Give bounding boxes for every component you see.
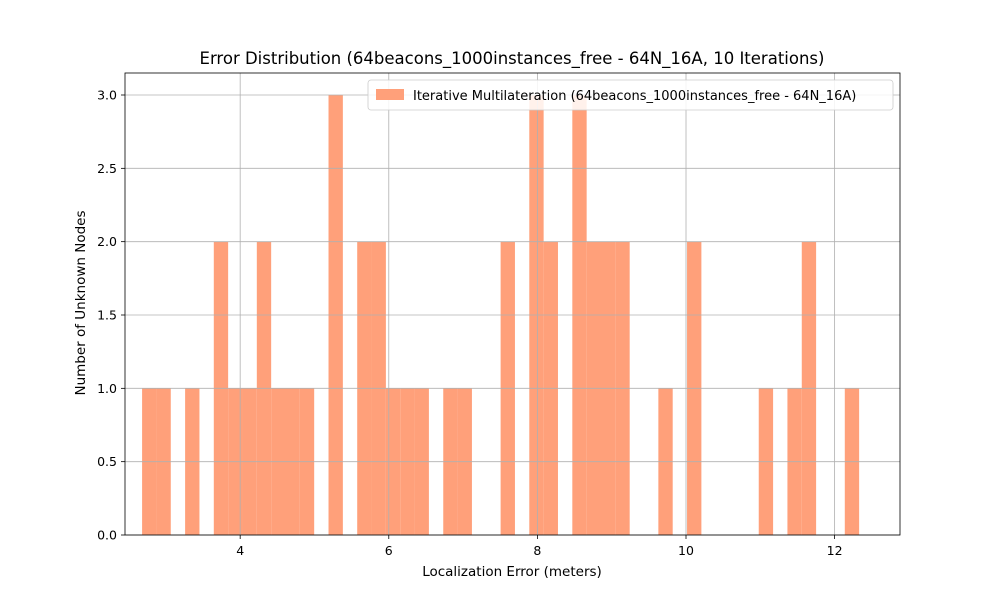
x-tick-label: 6: [385, 543, 393, 558]
y-tick-label: 0.5: [97, 454, 117, 469]
y-tick-label: 3.0: [97, 88, 117, 103]
legend-box: [367, 79, 894, 111]
y-tick-label: 2.5: [97, 161, 117, 176]
axes-layer: 4 6 8 10 12 0.0 0.5 1.0 1.5 2.0 2.5 3.0: [97, 72, 901, 558]
legend-label: Iterative Multilateration (64beacons_100…: [413, 89, 856, 104]
y-tick-label: 0.0: [97, 528, 117, 543]
x-tick-label: 8: [533, 543, 541, 558]
x-tick-label: 12: [827, 543, 843, 558]
legend-swatch: [376, 89, 404, 100]
y-tick-label: 1.5: [97, 308, 117, 323]
legend: Iterative Multilateration (64beacons_100…: [367, 79, 894, 111]
y-tick-label: 1.0: [97, 381, 117, 396]
plot-frame: [124, 72, 901, 536]
x-axis-label: Localization Error (meters): [422, 564, 602, 580]
y-axis-label: Number of Unknown Nodes: [73, 210, 89, 395]
y-tick-label: 2.0: [97, 234, 117, 249]
x-tick-label: 4: [236, 543, 244, 558]
chart-title: Error Distribution (64beacons_1000instan…: [200, 49, 825, 69]
x-tick-label: 10: [678, 543, 694, 558]
